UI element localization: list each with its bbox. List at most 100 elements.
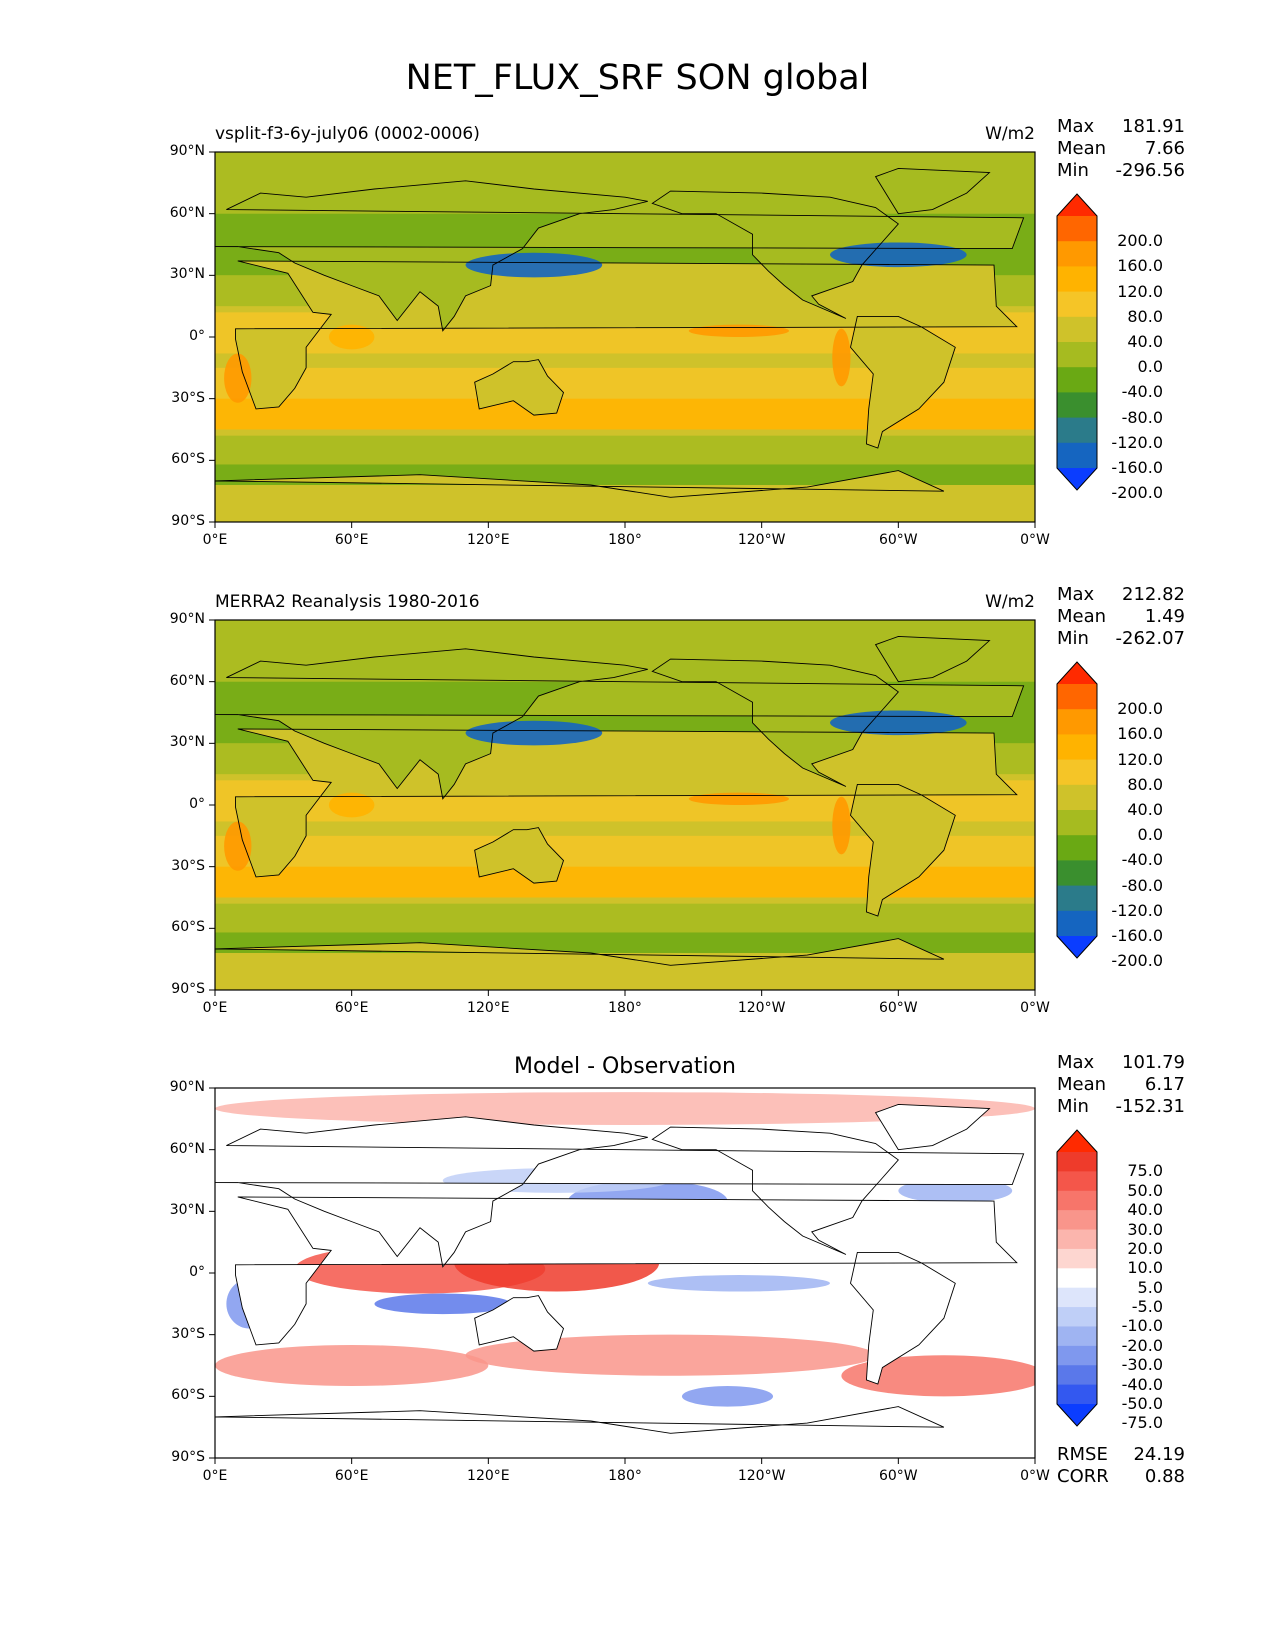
stat-row: Mean 1.49	[1057, 606, 1185, 628]
colorbar-tick-label: -75.0	[1121, 1413, 1163, 1433]
colorbar	[1056, 661, 1098, 959]
colorbar-segment	[1057, 910, 1097, 937]
colorbar-segment	[1057, 417, 1097, 444]
colorbar-segment	[1057, 266, 1097, 293]
stat-row: Mean 6.17	[1057, 1074, 1185, 1096]
colorbar-segment	[1057, 1287, 1097, 1308]
colorbar-tick-label: -80.0	[1121, 875, 1163, 895]
colorbar-outline	[1056, 193, 1098, 491]
stat-value: 24.19	[1133, 1444, 1185, 1465]
colorbar-segment	[1057, 442, 1097, 469]
field-feature	[465, 1334, 876, 1376]
land-fill	[850, 1252, 956, 1384]
colorbar-tick-label: 40.0	[1127, 332, 1163, 351]
lat-tick-label: 60°N	[169, 1140, 205, 1157]
colorbar-segment	[1057, 860, 1097, 887]
coastline	[215, 180, 1025, 332]
stat-value: 181.91	[1122, 116, 1185, 137]
field-feature	[465, 252, 603, 278]
lat-tick-label: 90°N	[169, 143, 205, 159]
colorbar-outline	[1056, 661, 1098, 959]
stat-row: Max 212.82	[1057, 584, 1185, 606]
colorbar-tick-label: -50.0	[1121, 1394, 1163, 1413]
coastline	[651, 190, 900, 319]
field-feature	[215, 1344, 489, 1387]
panel-stats: Max 181.91 Mean 7.66 Min -296.56	[1057, 116, 1185, 182]
lat-tick-label: 30°S	[171, 389, 205, 406]
lon-tick-label: 0°E	[202, 532, 228, 548]
colorbar-segment	[1057, 367, 1097, 393]
coastline	[850, 315, 956, 449]
field-feature	[374, 1293, 512, 1315]
stat-value: 7.66	[1144, 138, 1185, 159]
colorbar-segment	[1057, 241, 1097, 267]
lon-tick-label: 60°W	[878, 1000, 918, 1016]
colorbar-segment	[1057, 684, 1097, 710]
stat-value: -262.07	[1115, 628, 1185, 649]
colorbar-segment	[1057, 810, 1097, 836]
stat-value: 1.49	[1144, 606, 1185, 627]
field-feature	[681, 1386, 774, 1407]
colorbar-segment	[1057, 1152, 1097, 1172]
colorbar-segment	[1057, 709, 1097, 735]
map-panel-2	[209, 619, 1036, 996]
coastline	[215, 1116, 1025, 1268]
panel-footer-stats: RMSE 24.19 CORR 0.88	[1057, 1444, 1185, 1488]
coastline	[874, 1103, 991, 1151]
stat-label: RMSE	[1057, 1444, 1108, 1465]
colorbar-tick-label: 120.0	[1117, 749, 1163, 769]
lon-tick-label: 60°W	[878, 1468, 918, 1484]
land-fill	[850, 784, 956, 916]
lat-tick-label: 90°S	[171, 1449, 205, 1465]
lon-tick-label: 120°E	[467, 532, 510, 548]
colorbar-segment	[1057, 1248, 1097, 1269]
stat-label: Min	[1057, 628, 1089, 649]
land-fill	[875, 636, 990, 682]
lat-tick-label: 0°	[189, 1264, 205, 1280]
lon-tick-label: 0°E	[202, 1000, 228, 1016]
field-feature	[224, 821, 252, 871]
field-feature	[832, 796, 851, 855]
colorbar-segment	[1057, 835, 1097, 861]
lat-tick-label: 60°S	[171, 919, 205, 936]
colorbar-segment	[1057, 1171, 1097, 1192]
coastline	[850, 1251, 956, 1385]
field-feature	[688, 324, 790, 338]
colorbar-tick-label: -5.0	[1131, 1297, 1163, 1317]
stat-row: Max 181.91	[1057, 116, 1185, 138]
coastline	[474, 827, 565, 884]
colorbar-segment	[1057, 734, 1097, 761]
coastline	[235, 260, 1018, 410]
lat-tick-label: 60°S	[171, 451, 205, 468]
colorbar	[1056, 1129, 1098, 1427]
colorbar-extend-max	[1057, 194, 1097, 216]
lon-tick-label: 60°E	[334, 532, 369, 548]
lat-tick-label: 30°S	[171, 857, 205, 874]
colorbar-tick-label: 40.0	[1127, 800, 1163, 819]
colorbar-segment	[1057, 1365, 1097, 1386]
colorbar-segment	[1057, 1229, 1097, 1250]
colorbar-tick-label: 200.0	[1117, 231, 1163, 251]
colorbar-segment	[1057, 1384, 1097, 1405]
lon-tick-label: 0°W	[1020, 532, 1050, 548]
colorbar-tick-label: -40.0	[1121, 850, 1163, 870]
field-feature	[647, 1275, 831, 1292]
colorbar-tick-label: -30.0	[1121, 1355, 1163, 1375]
coastline	[474, 1295, 565, 1352]
panel-title-center: Model - Observation	[514, 1054, 736, 1079]
colorbar-outline	[1056, 1129, 1098, 1427]
colorbar-extend-min	[1057, 468, 1097, 490]
coastline	[874, 167, 991, 215]
colorbar-tick-label: -40.0	[1121, 1374, 1163, 1394]
lon-tick-label: 180°	[608, 532, 642, 548]
colorbar-segment	[1057, 1307, 1097, 1327]
colorbar-tick-label: 75.0	[1127, 1161, 1163, 1181]
colorbar-tick-label: 5.0	[1137, 1277, 1163, 1297]
contour-field	[215, 152, 1035, 522]
colorbar-tick-label: 120.0	[1117, 281, 1163, 301]
stat-label: CORR	[1057, 1466, 1109, 1487]
coastline	[235, 728, 1018, 878]
stat-label: Min	[1057, 1096, 1089, 1117]
colorbar-tick-label: 0.0	[1137, 357, 1163, 377]
stat-value: 101.79	[1122, 1052, 1185, 1073]
